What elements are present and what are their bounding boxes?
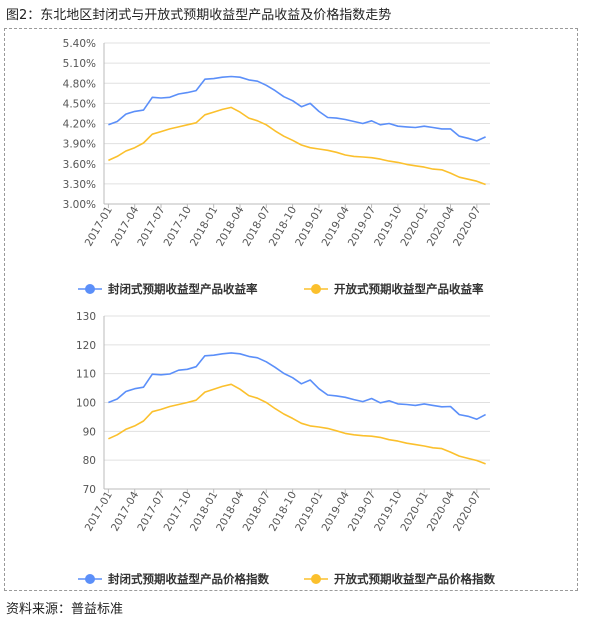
legend-marker (85, 284, 95, 294)
y-tick-label: 3.30% (63, 179, 96, 191)
legend-label: 开放式预期收益型产品价格指数 (334, 572, 495, 586)
chart-1: 3.00% 3.30% 3.60% 3.90% 4.20% 4.50% 4.80% 5.10%… (63, 38, 490, 296)
y-tick-label: 110 (76, 369, 96, 381)
legend-label: 封闭式预期收益型产品收益率 (108, 282, 258, 296)
figure-title: 图2：东北地区封闭式与开放式预期收益型产品收益及价格指数走势 (6, 8, 392, 23)
series-line-1 (108, 352, 486, 421)
legend-label: 封闭式预期收益型产品价格指数 (108, 572, 269, 586)
y-tick-label: 130 (76, 311, 96, 323)
legend-item-1: 封闭式预期收益型产品价格指数 (78, 572, 269, 586)
y-tick-label: 4.80% (63, 78, 96, 90)
y-tick-label: 120 (76, 340, 96, 352)
chart-2: 7080901001101201302017-012017-042017-072… (76, 311, 496, 586)
legend-item-2: 开放式预期收益型产品价格指数 (304, 572, 495, 586)
legend-item-1: 封闭式预期收益型产品收益率 (78, 282, 258, 296)
legend-label: 开放式预期收益型产品收益率 (334, 282, 484, 296)
series-line-1 (108, 75, 486, 142)
series-line-2 (108, 106, 486, 186)
y-tick-label: 4.50% (63, 98, 96, 110)
y-tick-label: 5.40% (63, 38, 96, 50)
legend-marker (311, 284, 321, 294)
legend-marker (85, 574, 95, 584)
series-line-2 (108, 383, 486, 465)
chart-frame (4, 28, 578, 591)
y-tick-label: 80 (83, 455, 96, 467)
y-tick-label: 5.10% (63, 58, 96, 70)
legend-marker (311, 574, 321, 584)
legend-item-2: 开放式预期收益型产品收益率 (304, 282, 484, 296)
y-tick-label: 70 (83, 484, 96, 496)
y-tick-label: 3.60% (63, 159, 96, 171)
source-note: 资料来源：普益标准 (6, 602, 124, 617)
y-tick-label: 3.00% (63, 199, 96, 211)
y-tick-label: 3.90% (63, 139, 96, 151)
y-tick-label: 100 (76, 398, 96, 410)
y-tick-label: 4.20% (63, 119, 96, 131)
y-tick-label: 90 (83, 426, 96, 438)
